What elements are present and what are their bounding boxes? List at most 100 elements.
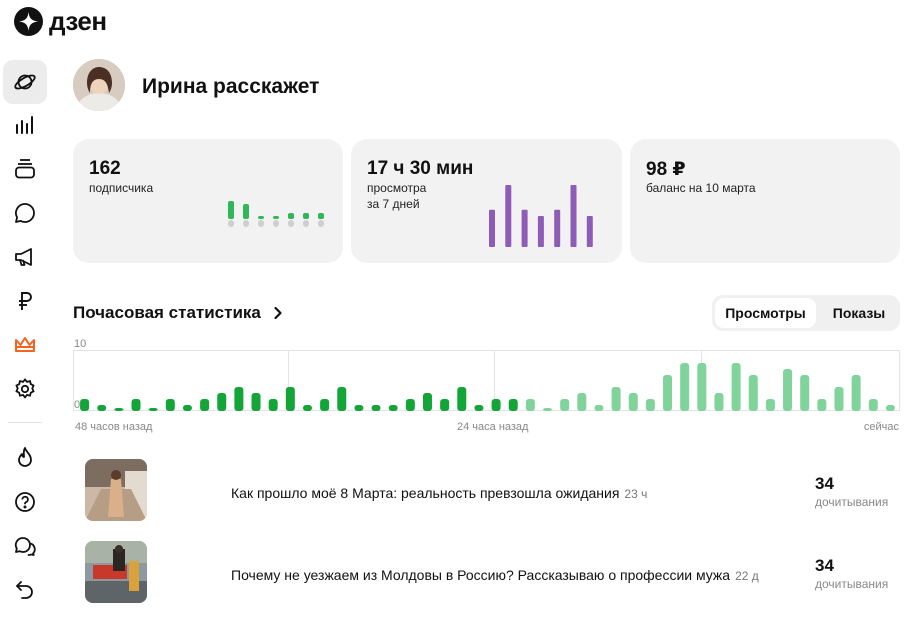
dzen-star-icon bbox=[14, 7, 43, 36]
subscribers-mini-bar bbox=[258, 216, 264, 219]
fire-icon bbox=[18, 447, 32, 467]
hourly-chart: 10 0 48 часов назад 24 часа назад сейчас bbox=[73, 338, 900, 433]
chart-bar bbox=[302, 405, 312, 411]
sidebar-item-publications[interactable] bbox=[3, 147, 47, 191]
post-thumbnail[interactable] bbox=[85, 459, 147, 521]
chart-bar bbox=[731, 363, 741, 411]
chart-bar bbox=[543, 408, 553, 411]
chart-bar bbox=[885, 405, 895, 411]
chart-bar bbox=[765, 399, 775, 411]
subscribers-mini-bar bbox=[288, 213, 294, 219]
post-metric-label: дочитывания bbox=[815, 577, 889, 591]
sidebar-item-help[interactable] bbox=[3, 480, 47, 524]
planet-icon bbox=[14, 74, 36, 90]
views-label-period: за 7 дней bbox=[367, 197, 420, 211]
chart-bar bbox=[165, 399, 175, 411]
back-arrow-icon bbox=[16, 581, 33, 599]
views-label-main: просмотра bbox=[367, 181, 427, 195]
chart-bar bbox=[200, 399, 210, 411]
chart-bar bbox=[457, 387, 467, 411]
post-row[interactable]: Как прошло моё 8 Марта: реальность превз… bbox=[85, 459, 900, 521]
sidebar-divider bbox=[8, 422, 42, 423]
chart-bar bbox=[251, 393, 261, 411]
x-label-start: 48 часов назад bbox=[75, 421, 153, 433]
post-thumbnail[interactable] bbox=[85, 541, 147, 603]
chart-bar bbox=[663, 375, 673, 411]
sidebar-item-back[interactable] bbox=[3, 568, 47, 612]
dzen-logo[interactable]: дзен bbox=[14, 7, 107, 36]
comment-icon bbox=[15, 203, 35, 223]
post-row[interactable]: Почему не уезжаем из Молдовы в Россию? Р… bbox=[85, 541, 900, 603]
chart-bar bbox=[371, 405, 381, 411]
sidebar-item-statistics[interactable] bbox=[3, 103, 47, 147]
post-title: Как прошло моё 8 Марта: реальность превз… bbox=[231, 485, 620, 501]
chart-bar bbox=[114, 408, 124, 411]
subscribers-mini-shadow bbox=[288, 220, 294, 227]
subscribers-mini-bar bbox=[318, 213, 324, 219]
sidebar-item-home[interactable] bbox=[3, 60, 47, 104]
chart-bar bbox=[817, 399, 827, 411]
tab-impressions[interactable]: Показы bbox=[832, 305, 886, 321]
y-tick-max: 10 bbox=[74, 338, 86, 350]
chart-bar bbox=[97, 405, 107, 411]
sidebar-item-premium[interactable] bbox=[3, 323, 47, 367]
chart-bar bbox=[851, 375, 861, 411]
hourly-stats-title: Почасовая статистика bbox=[73, 303, 261, 322]
chart-bar bbox=[474, 405, 484, 411]
post-title: Почему не уезжаем из Молдовы в Россию? Р… bbox=[231, 567, 731, 583]
ruble-icon bbox=[19, 292, 32, 310]
post-title-row[interactable]: Как прошло моё 8 Марта: реальность превз… bbox=[231, 485, 647, 501]
x-label-middle: 24 часа назад bbox=[457, 421, 529, 433]
views-card[interactable]: 17 ч 30 мин просмотра за 7 дней bbox=[351, 139, 622, 263]
chat-bubbles-icon bbox=[14, 537, 36, 556]
views-value: 17 ч 30 мин bbox=[367, 158, 474, 179]
chart-bar bbox=[783, 369, 793, 411]
chart-bar bbox=[285, 387, 295, 411]
hourly-stats-link[interactable]: Почасовая статистика bbox=[73, 303, 283, 323]
chart-bar bbox=[337, 387, 347, 411]
crown-icon bbox=[15, 337, 35, 352]
sidebar-item-trends[interactable] bbox=[3, 436, 47, 480]
chart-bar bbox=[422, 393, 432, 411]
sidebar-item-monetization[interactable] bbox=[3, 279, 47, 323]
views-mini-bar bbox=[505, 185, 512, 247]
chart-bar bbox=[320, 399, 330, 411]
channel-name[interactable]: Ирина расскажет bbox=[142, 75, 320, 98]
sidebar-item-settings[interactable] bbox=[3, 367, 47, 411]
sidebar-item-support-chat[interactable] bbox=[3, 524, 47, 568]
sidebar-item-comments[interactable] bbox=[3, 191, 47, 235]
subscribers-card[interactable]: 162 подписчика bbox=[73, 139, 343, 263]
views-label: просмотра за 7 дней bbox=[367, 180, 507, 212]
chart-bar bbox=[268, 399, 278, 411]
metric-toggle: Просмотры Показы bbox=[712, 295, 900, 331]
views-mini-bar bbox=[586, 216, 593, 247]
subscribers-mini-shadow bbox=[318, 220, 324, 227]
chart-bar bbox=[508, 399, 518, 411]
balance-card[interactable]: 98 ₽ баланс на 10 марта bbox=[630, 139, 900, 263]
chart-bar bbox=[182, 405, 192, 411]
subscribers-mini-bar bbox=[273, 216, 279, 219]
gear-icon bbox=[15, 378, 35, 399]
post-title-row[interactable]: Почему не уезжаем из Молдовы в Россию? Р… bbox=[231, 567, 759, 583]
chart-bar bbox=[388, 405, 398, 411]
chart-bar bbox=[234, 387, 244, 411]
chart-bar bbox=[611, 387, 621, 411]
chart-bar bbox=[645, 399, 655, 411]
views-mini-bar bbox=[570, 185, 577, 247]
sidebar-item-promotion[interactable] bbox=[3, 235, 47, 279]
subscribers-value: 162 bbox=[89, 158, 121, 179]
megaphone-icon bbox=[15, 248, 32, 266]
views-sparkline bbox=[489, 185, 593, 247]
subscribers-mini-bar bbox=[243, 204, 249, 219]
subscribers-mini-shadow bbox=[228, 220, 234, 227]
subscribers-mini-shadow bbox=[258, 220, 264, 227]
subscribers-mini-bar bbox=[228, 201, 234, 219]
chart-bar bbox=[680, 363, 690, 411]
channel-avatar[interactable] bbox=[73, 59, 125, 111]
stack-icon bbox=[15, 159, 35, 179]
tab-views[interactable]: Просмотры bbox=[715, 298, 816, 328]
chart-bar bbox=[491, 399, 501, 411]
chart-bar bbox=[217, 393, 227, 411]
balance-value: 98 ₽ bbox=[646, 159, 686, 180]
balance-label: баланс на 10 марта bbox=[646, 181, 756, 195]
